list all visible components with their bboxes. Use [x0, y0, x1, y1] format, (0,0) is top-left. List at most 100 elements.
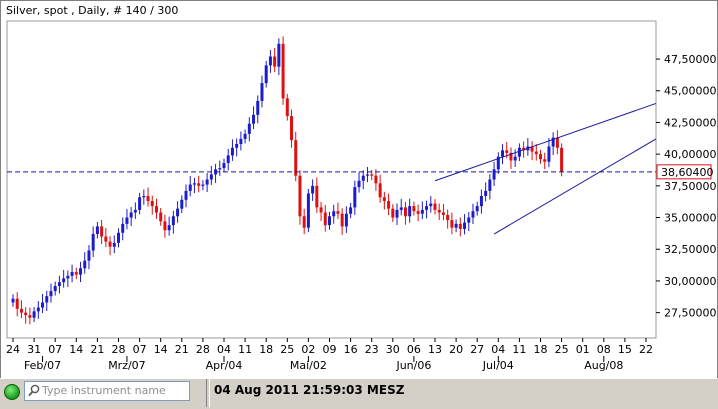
candle-body: [328, 216, 331, 226]
x-tick-label: 04: [491, 343, 505, 356]
candle-body: [138, 197, 142, 210]
candle-body: [479, 195, 483, 207]
candle-body: [192, 183, 196, 185]
candle-body: [163, 221, 167, 231]
plot-area: [6, 20, 657, 339]
candle-body: [555, 137, 559, 148]
candle-body: [416, 211, 420, 214]
chart-frame: 47,50000 45,00000 42,50000 40,00000 37,50000…: [0, 0, 718, 380]
candle-body: [121, 223, 125, 233]
x-tick-label: 14: [154, 343, 168, 356]
x-tick-label: 04: [217, 343, 231, 356]
candle-body: [302, 216, 306, 228]
candle-body: [534, 151, 538, 155]
candle-body: [285, 98, 289, 117]
candle-body: [357, 180, 361, 188]
candle-body: [36, 307, 40, 312]
x-tick-label: 22: [639, 343, 653, 356]
y-tick-label: 40,00000: [664, 148, 717, 161]
candle-body: [332, 211, 336, 217]
y-tick-label: 42,50000: [664, 116, 717, 129]
x-tick-label: 11: [512, 343, 526, 356]
x-tick-label: 25: [555, 343, 569, 356]
candle-body: [420, 209, 424, 214]
candle-body: [501, 150, 505, 157]
x-tick-label: 01: [576, 343, 590, 356]
candle-body: [353, 187, 357, 208]
y-tick-label: 32,50000: [664, 243, 717, 256]
candle-body: [378, 183, 382, 198]
candle-body: [188, 184, 192, 191]
candle-body: [273, 56, 277, 67]
candle-body: [408, 206, 412, 217]
candle-body: [294, 140, 298, 176]
x-tick-label: 08: [597, 343, 611, 356]
candle-body: [176, 208, 180, 217]
candle-body: [104, 236, 108, 242]
candle-body: [551, 137, 555, 147]
candle-body: [496, 156, 500, 170]
x-tick-label: 18: [534, 343, 548, 356]
x-tick-label: 06: [407, 343, 421, 356]
candle-body: [53, 286, 57, 292]
month-label: Jun/06: [395, 359, 431, 372]
candle-body: [475, 206, 479, 212]
candle-body: [230, 147, 234, 156]
candle-body: [49, 291, 53, 297]
candle-body: [83, 260, 87, 269]
candle-body: [471, 211, 475, 218]
x-tick-label: 21: [90, 343, 104, 356]
x-tick-label: 09: [323, 343, 337, 356]
x-tick-label: 24: [6, 343, 20, 356]
candle-body: [530, 146, 534, 152]
candle-body: [437, 209, 441, 213]
candle-body: [226, 155, 230, 164]
candle-body: [15, 298, 19, 309]
candle-body: [28, 315, 32, 318]
candle-body: [235, 143, 239, 148]
candle-body: [218, 168, 222, 170]
candle-body: [315, 185, 319, 208]
search-icon: [28, 384, 40, 397]
x-tick-label: 07: [48, 343, 62, 356]
candle-body: [277, 43, 281, 67]
candle-body: [11, 298, 15, 303]
month-label: Aug/08: [584, 359, 623, 372]
x-tick-label: 28: [196, 343, 210, 356]
candle-body: [349, 207, 353, 214]
x-tick-label: 27: [470, 343, 484, 356]
candle-body: [91, 234, 95, 251]
candle-body: [513, 156, 517, 161]
candle-body: [387, 201, 391, 209]
candle-body: [446, 215, 450, 221]
candle-body: [239, 138, 243, 144]
month-label: Jul/04: [482, 359, 514, 372]
trend-line: [434, 102, 657, 182]
candle-body: [180, 199, 184, 209]
x-tick-label: 23: [365, 343, 379, 356]
x-tick-label: 25: [280, 343, 294, 356]
candle-body: [57, 282, 61, 287]
instrument-search-input[interactable]: [42, 383, 186, 398]
candle-body: [150, 201, 154, 207]
x-tick-label: 15: [618, 343, 632, 356]
candle-body: [247, 123, 251, 134]
month-label: Apr/04: [206, 359, 243, 372]
candle-body: [133, 209, 137, 213]
candle-body: [167, 225, 171, 231]
candle-body: [209, 174, 213, 180]
candle-body: [412, 206, 416, 212]
candle-body: [344, 213, 348, 227]
x-tick-label: 02: [301, 343, 315, 356]
x-tick-label: 11: [238, 343, 252, 356]
candle-body: [454, 223, 458, 228]
candle-body: [256, 100, 260, 115]
candle-body: [264, 65, 268, 84]
candle-body: [433, 203, 437, 210]
candle-body: [19, 308, 23, 313]
candle-body: [382, 197, 386, 202]
instrument-search-box[interactable]: [24, 381, 190, 401]
candle-body: [125, 217, 129, 224]
candle-body: [374, 175, 378, 184]
candle-body: [543, 159, 547, 162]
